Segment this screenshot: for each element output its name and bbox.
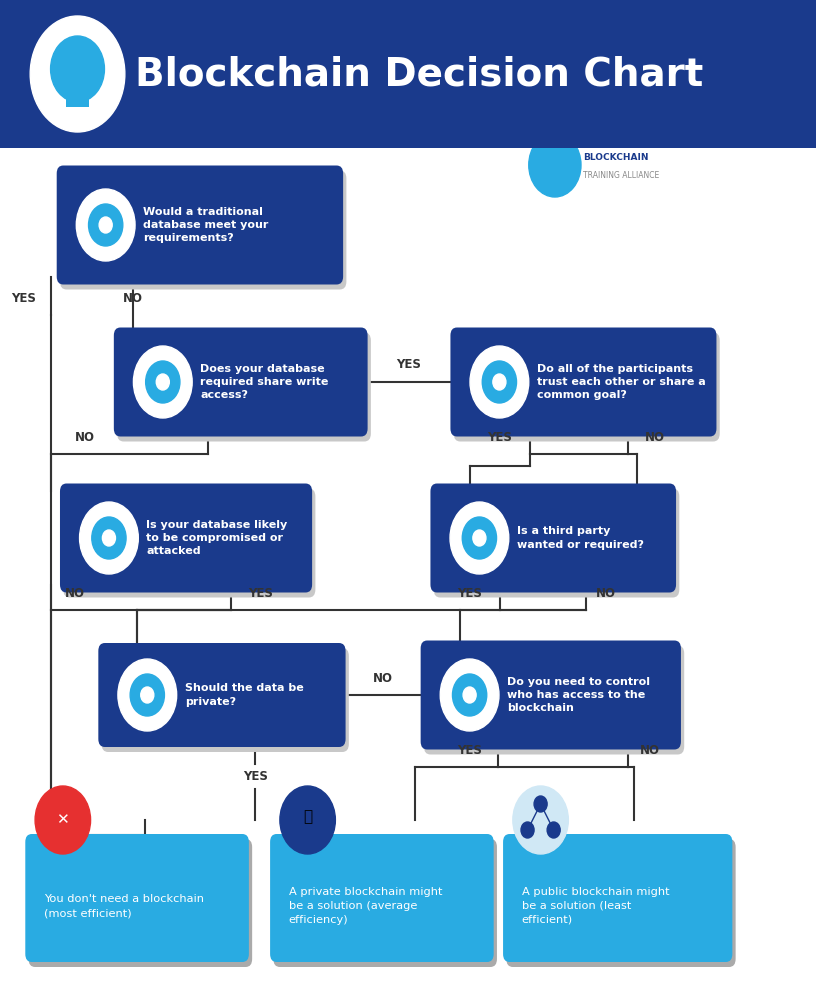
- Text: YES: YES: [243, 770, 268, 784]
- FancyBboxPatch shape: [454, 332, 720, 442]
- Circle shape: [99, 217, 112, 233]
- Circle shape: [463, 687, 477, 703]
- Circle shape: [51, 36, 104, 102]
- Circle shape: [141, 687, 153, 703]
- FancyBboxPatch shape: [118, 332, 370, 442]
- Circle shape: [35, 786, 91, 854]
- FancyBboxPatch shape: [60, 483, 312, 592]
- Circle shape: [131, 674, 165, 716]
- Circle shape: [534, 796, 548, 812]
- FancyBboxPatch shape: [450, 328, 716, 436]
- FancyBboxPatch shape: [421, 641, 681, 750]
- Circle shape: [512, 786, 568, 854]
- Text: YES: YES: [11, 292, 36, 305]
- Circle shape: [80, 502, 139, 574]
- Text: NO: NO: [596, 587, 616, 600]
- Text: NO: NO: [373, 672, 393, 684]
- Circle shape: [441, 659, 499, 731]
- Circle shape: [453, 674, 487, 716]
- Circle shape: [103, 530, 116, 546]
- FancyBboxPatch shape: [0, 148, 816, 1000]
- FancyBboxPatch shape: [270, 834, 494, 962]
- Text: NO: NO: [65, 587, 85, 600]
- Circle shape: [92, 517, 126, 559]
- Circle shape: [548, 822, 561, 838]
- Text: YES: YES: [457, 587, 481, 600]
- FancyBboxPatch shape: [64, 488, 315, 597]
- Text: A private blockchain might
be a solution (average
efficiency): A private blockchain might be a solution…: [289, 887, 442, 925]
- Circle shape: [88, 204, 122, 246]
- FancyBboxPatch shape: [506, 839, 736, 967]
- Text: NO: NO: [641, 744, 660, 757]
- Text: Is your database likely
to be compromised or
attacked: Is your database likely to be compromise…: [147, 520, 288, 556]
- FancyBboxPatch shape: [273, 839, 497, 967]
- Text: YES: YES: [458, 744, 482, 757]
- Text: NO: NO: [75, 431, 95, 444]
- Text: 🔓: 🔓: [303, 810, 313, 824]
- Circle shape: [156, 374, 169, 390]
- FancyBboxPatch shape: [503, 834, 733, 962]
- Circle shape: [118, 659, 177, 731]
- FancyBboxPatch shape: [29, 839, 252, 967]
- Text: YES: YES: [397, 359, 421, 371]
- Text: YES: YES: [487, 431, 512, 444]
- FancyBboxPatch shape: [102, 648, 349, 752]
- Circle shape: [482, 361, 517, 403]
- Circle shape: [470, 346, 529, 418]
- Text: Is a third party
wanted or required?: Is a third party wanted or required?: [517, 526, 644, 550]
- FancyBboxPatch shape: [424, 646, 684, 754]
- Text: Do all of the participants
trust each other or share a
common goal?: Do all of the participants trust each ot…: [537, 364, 706, 400]
- FancyBboxPatch shape: [60, 170, 346, 290]
- Text: You don't need a blockchain
(most efficient): You don't need a blockchain (most effici…: [44, 894, 204, 918]
- Circle shape: [76, 189, 135, 261]
- Circle shape: [529, 133, 581, 197]
- FancyBboxPatch shape: [25, 834, 249, 962]
- Circle shape: [133, 346, 192, 418]
- Text: TRAINING ALLIANCE: TRAINING ALLIANCE: [583, 170, 659, 180]
- Text: ✕: ✕: [56, 812, 69, 828]
- Circle shape: [463, 517, 497, 559]
- FancyBboxPatch shape: [113, 328, 367, 436]
- Text: NO: NO: [122, 292, 143, 305]
- Text: BLOCKCHAIN: BLOCKCHAIN: [583, 152, 649, 161]
- Circle shape: [493, 374, 506, 390]
- Text: A public blockchain might
be a solution (least
efficient): A public blockchain might be a solution …: [522, 887, 669, 925]
- Text: YES: YES: [248, 587, 273, 600]
- Circle shape: [450, 502, 509, 574]
- Circle shape: [280, 786, 335, 854]
- FancyBboxPatch shape: [431, 483, 676, 592]
- Text: Blockchain Decision Chart: Blockchain Decision Chart: [135, 55, 703, 93]
- Text: Does your database
required share write
access?: Does your database required share write …: [201, 364, 329, 400]
- FancyBboxPatch shape: [0, 0, 816, 148]
- Text: Should the data be
private?: Should the data be private?: [185, 683, 304, 707]
- Circle shape: [473, 530, 486, 546]
- FancyBboxPatch shape: [66, 95, 89, 107]
- Circle shape: [145, 361, 180, 403]
- Text: Do you need to control
who has access to the
blockchain: Do you need to control who has access to…: [508, 677, 650, 713]
- Circle shape: [521, 822, 534, 838]
- FancyBboxPatch shape: [434, 488, 679, 597]
- Text: NO: NO: [645, 431, 664, 444]
- Text: Would a traditional
database meet your
requirements?: Would a traditional database meet your r…: [144, 207, 268, 243]
- FancyBboxPatch shape: [99, 643, 345, 747]
- Circle shape: [30, 16, 125, 132]
- FancyBboxPatch shape: [56, 165, 343, 284]
